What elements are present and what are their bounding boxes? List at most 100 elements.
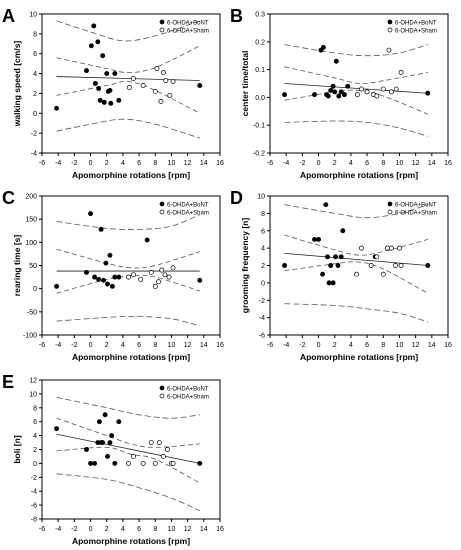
panel-b: B -6 -4 -2 0 2 4 6 8 10 12 14 16 -0.2 -0.1 0.0 0.1 0.2 0.3… <box>230 6 452 180</box>
y-tick-label: 150 <box>25 217 37 224</box>
regression-line <box>56 76 200 81</box>
x-tick-label: -6 <box>267 342 273 349</box>
data-point-sham <box>160 70 166 76</box>
x-tick-label: -4 <box>283 160 289 167</box>
panel-a: A-6 -4 -2 0 2 4 6 8 10 12 14 16-4-20246810Apomorphi… <box>2 6 224 180</box>
panel-letter: B <box>230 6 243 26</box>
y-axis-label: walking speed [cm/s] <box>12 41 22 128</box>
regression-line <box>284 83 428 94</box>
y-tick-label: -4 <box>31 489 37 496</box>
legend-label-sham: 6-OHDA+Sham <box>395 28 437 34</box>
x-axis-label: Apomorphine rotations [rpm] <box>300 352 418 362</box>
y-tick-label: -100 <box>23 333 37 340</box>
y-tick-label: 0.0 <box>255 95 265 102</box>
x-tick-label: 2 <box>105 342 109 349</box>
x-tick-label: 0 <box>317 342 321 349</box>
confidence-band-lower <box>56 274 200 294</box>
data-point-bont <box>109 283 115 289</box>
x-axis-label: Apomorphine rotations [rpm] <box>300 170 418 180</box>
x-tick-label: 10 <box>396 160 404 167</box>
plot-frame <box>269 13 449 154</box>
y-tick-label: 2 <box>33 447 37 454</box>
data-point-bont <box>88 460 93 466</box>
data-point-sham <box>140 460 146 466</box>
data-point-sham <box>152 283 158 289</box>
data-point-bont <box>92 274 98 280</box>
x-tick-label: 16 <box>216 342 224 349</box>
confidence-band-lower <box>56 446 200 484</box>
data-point-sham <box>156 279 161 285</box>
legend-marker-bont <box>159 385 165 391</box>
data-point-sham <box>398 69 404 75</box>
data-point-sham <box>166 274 172 280</box>
x-tick-label: 4 <box>349 342 353 349</box>
y-tick-label: 0 <box>261 280 265 287</box>
data-point-sham <box>156 440 162 445</box>
data-point-sham <box>130 454 136 459</box>
x-tick-label: 14 <box>200 160 208 167</box>
y-tick-label: 10 <box>29 12 37 19</box>
prediction-band-upper <box>56 214 200 230</box>
prediction-band-lower <box>56 316 200 327</box>
legend-marker-sham <box>387 209 393 215</box>
data-point-bont <box>345 83 351 89</box>
data-point-bont <box>103 260 109 266</box>
x-tick-label: 4 <box>121 342 125 349</box>
x-tick-label: 6 <box>137 342 141 349</box>
prediction-band-upper <box>56 397 200 419</box>
x-tick-label: 12 <box>412 342 420 349</box>
data-point-sham <box>374 93 380 99</box>
data-point-bont <box>54 105 60 111</box>
y-axis-label: boli [n] <box>12 435 22 463</box>
prediction-band-lower <box>56 473 200 512</box>
data-point-sham <box>354 271 360 277</box>
y-tick-label: 0.3 <box>255 12 265 19</box>
data-point-sham <box>170 460 176 466</box>
y-tick-label: 4 <box>33 71 37 78</box>
data-point-bont <box>112 274 118 280</box>
data-point-bont <box>97 97 103 103</box>
x-tick-label: 0 <box>89 342 93 349</box>
data-point-bont <box>105 454 110 459</box>
prediction-band-upper <box>284 44 428 57</box>
x-tick-label: -2 <box>71 160 77 167</box>
data-point-bont <box>330 280 336 286</box>
data-point-sham <box>364 89 370 95</box>
y-tick-label: -6 <box>31 503 37 510</box>
data-point-bont <box>328 263 334 268</box>
data-point-bont <box>88 211 93 217</box>
data-point-bont <box>335 263 341 268</box>
data-point-bont <box>105 281 110 287</box>
prediction-band-upper <box>284 204 428 219</box>
x-tick-label: 0 <box>89 526 93 533</box>
x-tick-label: 6 <box>137 526 141 533</box>
x-tick-label: 6 <box>365 342 369 349</box>
y-tick-label: 2 <box>261 263 265 270</box>
data-point-bont <box>338 89 344 95</box>
data-point-bont <box>54 426 60 432</box>
data-point-sham <box>164 447 170 452</box>
data-point-bont <box>116 274 122 280</box>
curve-layer <box>54 20 203 139</box>
data-point-sham <box>354 92 360 98</box>
data-point-sham <box>388 89 394 95</box>
data-point-bont <box>197 460 203 466</box>
data-point-sham <box>170 265 176 271</box>
data-point-bont <box>326 280 332 286</box>
panel-d: D -6 -4 -2 0 2 4 6 8 10 12 14 16 -6 -4 -2 0 2 4 6 8 10 Apomorp… <box>230 188 452 362</box>
x-tick-label: 2 <box>333 160 337 167</box>
confidence-band-upper <box>56 417 200 448</box>
x-tick-label: 12 <box>184 526 192 533</box>
data-point-bont <box>116 419 122 425</box>
x-tick-label: -2 <box>299 342 305 349</box>
x-tick-label: 6 <box>137 160 141 167</box>
legend-marker-bont <box>387 201 393 207</box>
x-tick-label: 14 <box>428 160 436 167</box>
data-point-sham <box>167 92 173 98</box>
data-point-bont <box>116 97 122 103</box>
data-point-bont <box>100 53 106 59</box>
prediction-band-lower <box>56 118 200 139</box>
y-tick-label: 6 <box>33 51 37 58</box>
data-point-sham <box>148 270 154 275</box>
curve-layer <box>54 397 203 512</box>
